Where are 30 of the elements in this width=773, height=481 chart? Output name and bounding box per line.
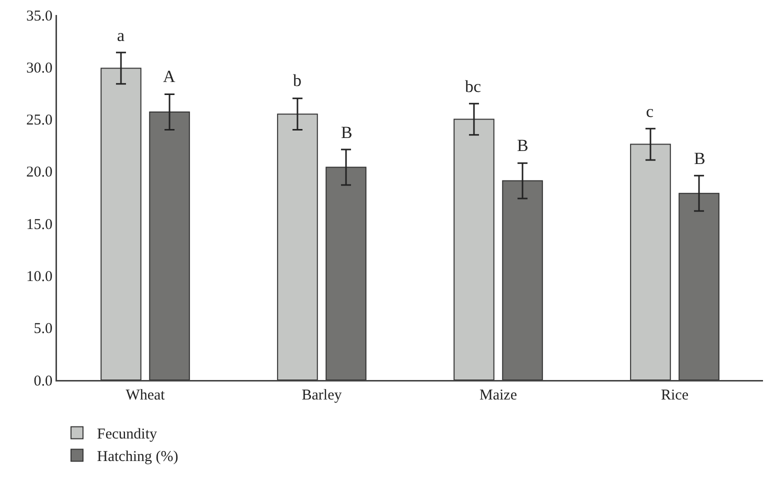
data-label: B [694, 149, 706, 168]
bar [630, 144, 671, 380]
legend-label: Hatching (%) [97, 449, 178, 466]
bar [100, 68, 142, 380]
bar [149, 111, 190, 380]
bar [678, 192, 720, 380]
x-tick-label: Rice [661, 388, 689, 404]
x-tick-label: Wheat [126, 388, 166, 404]
y-tick-label: 10.0 [26, 268, 52, 285]
y-tick-label: 5.0 [34, 321, 52, 338]
y-tick-label: 20.0 [26, 164, 52, 181]
data-label: c [646, 102, 654, 121]
bar [454, 118, 494, 380]
y-tick-label: 25.0 [26, 112, 52, 129]
bar [502, 180, 543, 380]
x-tick-label: Maize [480, 388, 518, 404]
bar [326, 166, 366, 380]
legend-label: Fecundity [97, 426, 158, 443]
data-label: B [517, 136, 528, 155]
y-tick-label: 30.0 [26, 60, 52, 76]
y-tick-label: 0.0 [34, 373, 52, 390]
data-label: a [117, 26, 125, 45]
data-label: bc [465, 77, 482, 96]
y-tick-label: 15.0 [26, 216, 52, 233]
bar [277, 114, 318, 380]
data-label: A [163, 67, 176, 86]
data-label: b [293, 71, 302, 90]
y-tick-label: 35.0 [26, 8, 52, 24]
data-label: B [341, 123, 352, 142]
x-tick-label: Barley [302, 388, 342, 404]
